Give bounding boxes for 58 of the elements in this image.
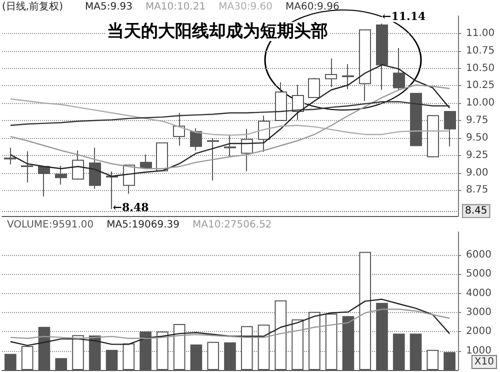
candlestick [4, 147, 16, 165]
text: MA10:27506.52 [192, 220, 272, 230]
line-series [10, 298, 450, 346]
text: MA5:9.93 [85, 2, 132, 12]
y-tick-label: 5000 [466, 268, 492, 280]
line-series [10, 98, 450, 136]
candlestick [224, 134, 236, 158]
candlestick [376, 23, 388, 90]
text: VOLUME:9591.00 [7, 220, 94, 230]
y-tick-label: 1000 [466, 345, 492, 356]
candlestick [72, 150, 84, 180]
candlestick [190, 128, 202, 151]
candlestick [38, 166, 50, 197]
text: X10 [474, 356, 494, 368]
candlestick [292, 84, 304, 120]
y-tick-label: 10.75 [466, 45, 495, 56]
candlestick [444, 110, 456, 147]
y-tick-label: 9.50 [466, 132, 488, 144]
y-tick-label: 8.75 [466, 184, 488, 196]
line-series [10, 101, 450, 126]
y-tick-label: 3000 [466, 307, 492, 318]
y-tick-label: 4000 [466, 288, 492, 299]
candlestick [275, 82, 287, 122]
y-tick-label: 6000 [466, 250, 492, 260]
candlestick [241, 128, 253, 172]
candlestick [89, 147, 101, 190]
candlestick [342, 64, 354, 90]
y-tick-label: 10.00 [466, 98, 495, 109]
ref-line-label: 8.45 [465, 206, 488, 217]
annotation: 当天的大阳线却成为短期头部 [107, 22, 328, 42]
text: MA60:9.96 [285, 2, 340, 12]
y-tick-label: 10.25 [466, 80, 495, 92]
candlestick [410, 92, 422, 146]
candlestick [427, 115, 439, 158]
candlestick [359, 29, 371, 102]
candlestick [140, 154, 152, 168]
candlestick [325, 58, 337, 88]
candlestick [156, 142, 168, 172]
y-tick-label: 2000 [466, 326, 492, 338]
annotation: ←8.48 [112, 201, 150, 214]
candlestick [207, 137, 219, 181]
candlestick [21, 150, 33, 184]
chart-subtitle: (日线,前复权) [2, 0, 64, 12]
y-tick-label: 9.00 [466, 167, 488, 178]
y-tick-label: 10.50 [466, 62, 495, 74]
y-tick-label: 9.75 [466, 115, 488, 126]
annotation: ←11.14 [382, 10, 426, 23]
line-series [10, 64, 450, 177]
candlestick [393, 48, 405, 92]
candlestick [258, 115, 270, 152]
candlestick [173, 112, 185, 146]
text: MA30:9.60 [218, 2, 272, 12]
candlestick [55, 165, 67, 186]
y-tick-label: 9.25 [466, 150, 488, 161]
text: MA10:10.21 [145, 2, 206, 12]
text: MA5:19069.39 [106, 220, 180, 230]
candlestick [308, 78, 320, 98]
y-tick-label: 11.00 [466, 28, 495, 39]
